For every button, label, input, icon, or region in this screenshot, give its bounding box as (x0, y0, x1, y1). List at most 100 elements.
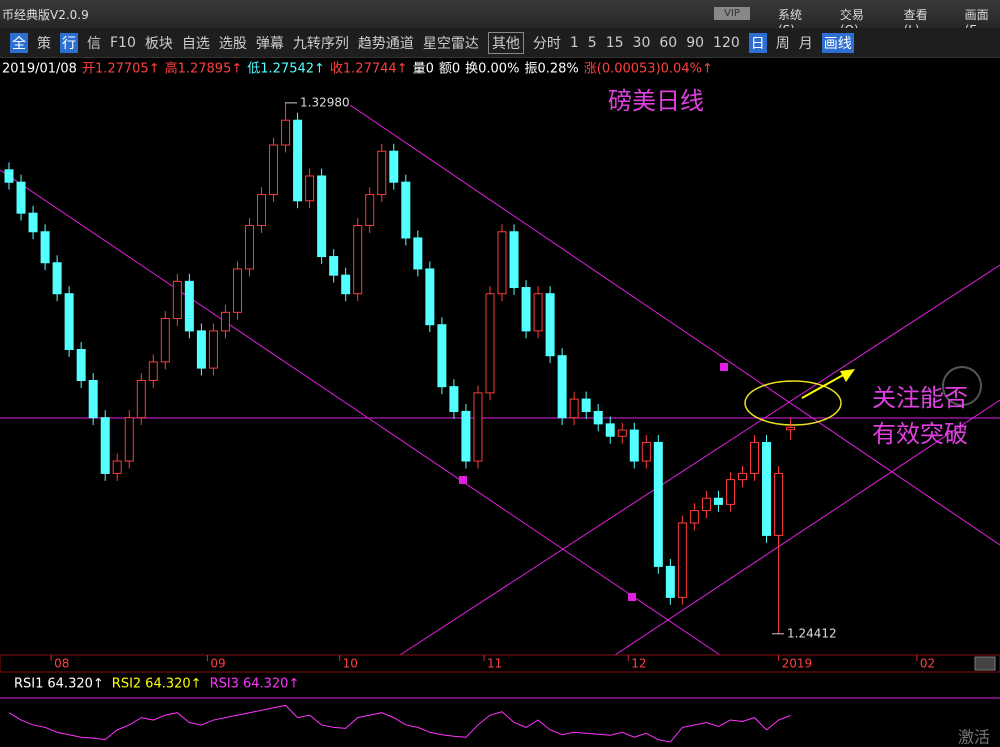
legend-name: RSI1 (14, 677, 43, 692)
candle-body (196, 330, 206, 369)
info-field: 振0.28% (524, 62, 578, 77)
candle-body (220, 311, 230, 332)
candle-body (353, 225, 363, 295)
toolbar-button[interactable]: 1 (569, 34, 579, 51)
candle-body (425, 268, 435, 326)
candle-body (473, 392, 483, 462)
candle-body (593, 410, 603, 425)
candle-body (701, 497, 711, 512)
candle-body (774, 472, 784, 536)
toolbar-button[interactable]: 90 (686, 34, 705, 51)
toolbar-button[interactable]: 画线 (821, 32, 854, 53)
toolbar-button[interactable]: 15 (605, 34, 624, 51)
candle-body (329, 256, 339, 276)
candle-body (725, 479, 735, 505)
info-field: 低1.27542↑ (247, 62, 325, 77)
candle-body (605, 423, 615, 437)
toolbar-button[interactable]: 其他 (487, 31, 524, 54)
anchor-point (628, 593, 636, 601)
window-title: 币经典版V2.0.9 (2, 8, 89, 22)
candle-body (413, 237, 423, 270)
candle-body (545, 293, 555, 357)
toolbar-button[interactable]: 选股 (218, 35, 247, 52)
candle-body (629, 429, 639, 462)
toolbar-button[interactable]: 星空雷达 (422, 35, 479, 52)
candle-body (208, 330, 218, 369)
candle-body (641, 441, 651, 462)
x-tick-label: 11 (487, 657, 502, 671)
toolbar-button[interactable]: 日 (748, 32, 767, 53)
toolbar-button[interactable]: 趋势通道 (357, 35, 414, 52)
toolbar-button[interactable]: 周 (775, 35, 790, 52)
info-field: 收1.27744↑ (330, 62, 408, 77)
candle-body (52, 262, 62, 295)
chart: 2019/01/08 开1.27705↑ 高1.27895↑ 低1.27542↑ 收1.… (0, 61, 1000, 747)
toolbar-button[interactable]: F10 (110, 34, 136, 51)
candle-body (653, 441, 663, 567)
candle-body (365, 194, 375, 227)
candle-body (100, 417, 110, 474)
toolbar-button[interactable]: 自选 (181, 35, 210, 52)
candle-body (449, 386, 459, 412)
candle-body (533, 293, 543, 332)
trend-line (614, 399, 1000, 656)
candle-body (40, 231, 50, 264)
legend-value: 64.320↑ (243, 677, 299, 692)
x-tick-label: 08 (54, 657, 69, 671)
candle-body (244, 225, 254, 270)
price-label: 1.32980 (300, 95, 350, 109)
vip-badge[interactable]: VIP (714, 7, 750, 20)
legend-name: RSI3 (210, 677, 239, 692)
candle-body (677, 522, 687, 598)
candle-body (509, 231, 519, 289)
candle-body (750, 441, 760, 474)
toolbar-button[interactable]: 分时 (532, 35, 561, 52)
trend-line (399, 264, 1000, 656)
info-field: 2019/01/08 (2, 62, 77, 77)
info-field: 开1.27705↑ (82, 62, 160, 77)
toolbar-button[interactable]: 弹幕 (255, 35, 284, 52)
x-tick-label: 09 (210, 657, 225, 671)
candle-body (389, 150, 399, 183)
toolbar-button[interactable]: 策 (37, 35, 51, 52)
info-field: 高1.27895↑ (165, 61, 243, 77)
legend-value: 64.320↑ (145, 677, 201, 692)
candle-body (160, 318, 170, 363)
candle-body (713, 497, 723, 505)
annotation: 有效突破 (872, 420, 968, 448)
toolbar-button[interactable]: 信 (87, 35, 101, 52)
toolbar-button[interactable]: 月 (798, 35, 813, 52)
toolbar-button[interactable]: 行 (60, 32, 78, 53)
toolbar-button[interactable]: 120 (713, 34, 740, 51)
candle-body (28, 212, 38, 233)
toolbar-button[interactable]: 全 (10, 32, 28, 53)
candle-body (689, 510, 699, 524)
toolbar-button[interactable]: 板块 (144, 35, 173, 52)
candle-body (377, 150, 387, 196)
trend-line (349, 104, 1000, 546)
annotation: 关注能否 (872, 384, 968, 412)
price-label: 1.24412 (787, 626, 837, 640)
toolbar-button[interactable]: 5 (587, 34, 597, 51)
candle-body (281, 119, 291, 146)
candle-body (293, 119, 303, 202)
info-field: 额0 (439, 62, 460, 77)
candle-body (786, 426, 796, 431)
candle-body (184, 280, 194, 332)
candle-body (617, 429, 627, 437)
anchor-point (459, 476, 467, 484)
candle-body (172, 280, 182, 320)
toolbar-button[interactable]: 30 (632, 34, 651, 51)
toolbar: 全策行信 F10 板块 自选 选股 弹幕 九转序列 趋势通道 星空雷达 其他 分时 1 5 15 30 60 9… (0, 28, 1000, 58)
legend-name: RSI2 (112, 677, 141, 692)
scroll-button (974, 656, 996, 671)
candle-body (88, 379, 98, 419)
toolbar-button[interactable]: 60 (659, 34, 678, 51)
watermark: 激活 (958, 728, 990, 747)
candle-body (64, 293, 74, 351)
arrow-head (840, 369, 855, 382)
candle-body (581, 398, 591, 412)
candle-body (4, 169, 14, 183)
info-field: 换0.00% (465, 62, 519, 77)
toolbar-button[interactable]: 九转序列 (292, 35, 349, 52)
